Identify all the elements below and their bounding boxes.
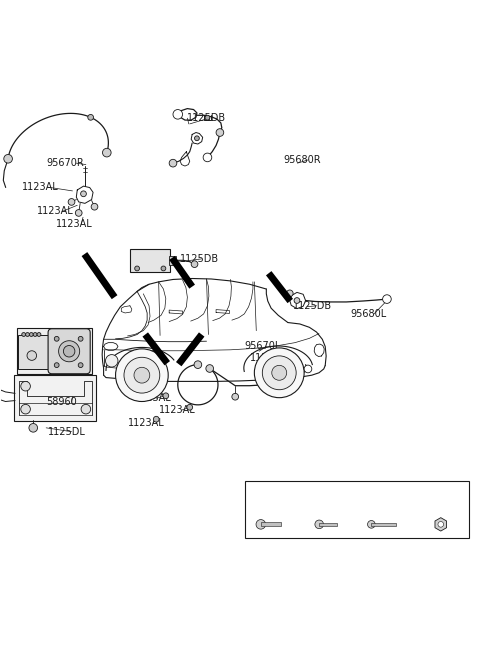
Circle shape xyxy=(383,295,391,303)
Circle shape xyxy=(294,298,300,303)
Circle shape xyxy=(25,332,29,337)
Circle shape xyxy=(75,209,82,216)
Text: 95690: 95690 xyxy=(140,254,170,264)
Circle shape xyxy=(27,351,36,361)
FancyBboxPatch shape xyxy=(48,328,90,374)
Circle shape xyxy=(206,365,214,373)
Circle shape xyxy=(163,393,168,399)
Bar xyxy=(168,256,176,265)
FancyBboxPatch shape xyxy=(14,375,96,421)
Circle shape xyxy=(81,404,91,414)
Circle shape xyxy=(187,404,192,410)
Text: 95680L: 95680L xyxy=(350,309,386,319)
Circle shape xyxy=(78,363,83,367)
Circle shape xyxy=(194,136,199,140)
Text: 95680R: 95680R xyxy=(283,155,321,165)
Circle shape xyxy=(135,266,140,271)
Text: 1125DB: 1125DB xyxy=(250,353,288,363)
Circle shape xyxy=(21,381,30,391)
Circle shape xyxy=(21,404,30,414)
Circle shape xyxy=(304,365,312,373)
Bar xyxy=(319,523,337,526)
Text: 1123AN: 1123AN xyxy=(256,490,289,500)
Bar xyxy=(261,522,281,527)
Circle shape xyxy=(81,191,86,197)
Bar xyxy=(372,523,396,526)
Text: 1339GA: 1339GA xyxy=(424,490,457,500)
Text: 58910B: 58910B xyxy=(29,331,67,341)
Circle shape xyxy=(33,332,37,337)
Circle shape xyxy=(287,290,293,296)
Circle shape xyxy=(124,357,160,393)
Text: 1123AL: 1123AL xyxy=(56,219,93,229)
Circle shape xyxy=(59,341,80,362)
Circle shape xyxy=(88,114,94,120)
Text: 1125DB: 1125DB xyxy=(293,301,332,311)
Circle shape xyxy=(194,361,202,369)
Circle shape xyxy=(22,332,25,337)
Circle shape xyxy=(106,355,118,367)
Circle shape xyxy=(368,520,375,529)
Text: 1124AG: 1124AG xyxy=(312,490,345,500)
Circle shape xyxy=(91,203,98,210)
Circle shape xyxy=(54,337,59,341)
Circle shape xyxy=(78,337,83,341)
Circle shape xyxy=(173,110,182,119)
Circle shape xyxy=(272,365,287,380)
Text: 1123AL: 1123AL xyxy=(128,418,164,428)
Bar xyxy=(17,328,92,374)
Circle shape xyxy=(29,423,37,432)
Text: 1123AL: 1123AL xyxy=(274,364,310,374)
Text: 1123AL: 1123AL xyxy=(22,182,59,192)
Circle shape xyxy=(205,115,210,120)
FancyBboxPatch shape xyxy=(130,249,170,272)
Circle shape xyxy=(263,356,296,390)
Text: 58960: 58960 xyxy=(46,397,77,407)
Circle shape xyxy=(315,520,324,529)
Circle shape xyxy=(169,159,177,167)
Circle shape xyxy=(54,363,59,367)
Circle shape xyxy=(63,345,75,357)
Text: 95670L: 95670L xyxy=(245,341,281,351)
Circle shape xyxy=(256,520,265,529)
Circle shape xyxy=(68,199,75,205)
Circle shape xyxy=(116,349,168,401)
Bar xyxy=(18,334,48,369)
Circle shape xyxy=(161,266,166,271)
Text: 95670R: 95670R xyxy=(46,158,84,168)
Text: 1123AL: 1123AL xyxy=(158,405,195,415)
Circle shape xyxy=(4,155,12,163)
Circle shape xyxy=(216,128,224,136)
Text: 1125DB: 1125DB xyxy=(187,113,227,123)
Circle shape xyxy=(37,332,41,337)
Circle shape xyxy=(103,149,111,157)
Bar xyxy=(245,482,469,538)
Text: 1123AL: 1123AL xyxy=(36,207,73,217)
Circle shape xyxy=(191,261,198,268)
Circle shape xyxy=(203,153,212,162)
Text: 1129ED: 1129ED xyxy=(369,490,401,500)
Text: 1125DL: 1125DL xyxy=(48,427,85,437)
Circle shape xyxy=(154,416,159,422)
Text: 1125DB: 1125DB xyxy=(180,254,219,264)
Circle shape xyxy=(134,367,150,383)
Circle shape xyxy=(438,522,444,527)
Text: 1123AL: 1123AL xyxy=(135,393,171,403)
Polygon shape xyxy=(435,518,446,531)
Circle shape xyxy=(232,393,239,400)
Circle shape xyxy=(254,348,304,397)
Circle shape xyxy=(29,332,33,337)
